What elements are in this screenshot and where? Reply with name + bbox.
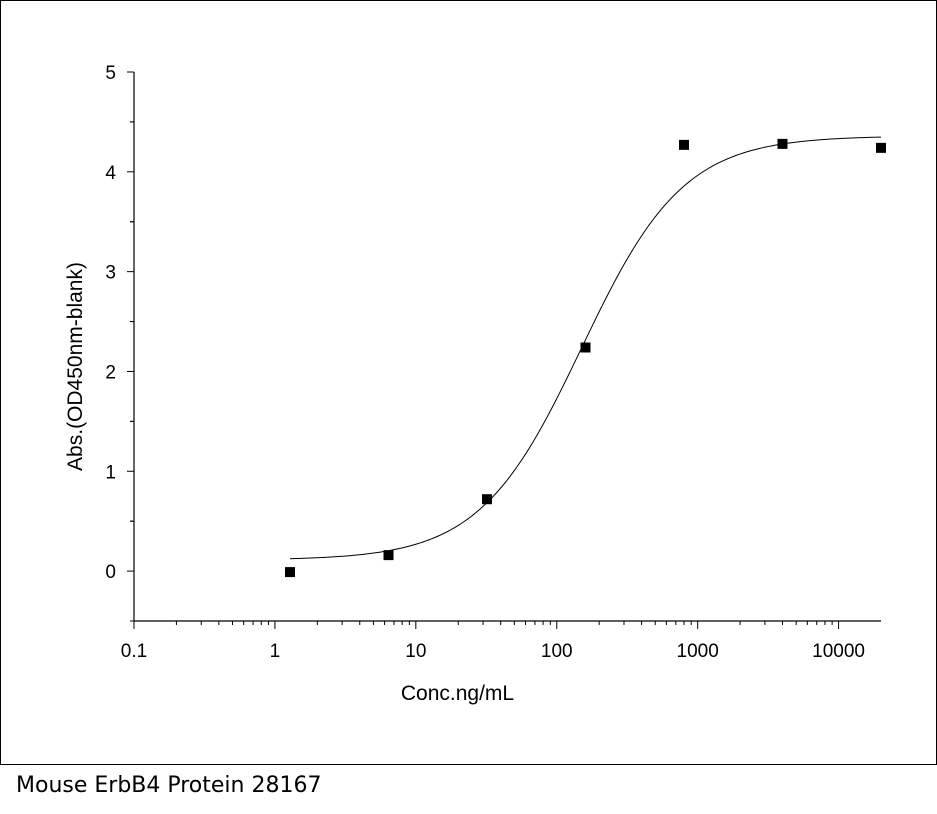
y-tick-label: 4 — [105, 163, 116, 184]
y-tick-label: 1 — [105, 462, 116, 483]
figure-caption: Mouse ErbB4 Protein 28167 — [16, 773, 322, 798]
x-tick-label: 1000 — [677, 641, 719, 662]
data-points — [285, 138, 886, 578]
x-tick-label: 10 — [405, 641, 426, 662]
y-tick-label: 5 — [105, 63, 116, 84]
chart: 0 1 2 3 4 5 0.1 1 10 100 1000 10000 Conc.ng/mL Abs.… — [64, 63, 886, 705]
x-axis-title: Conc.ng/mL — [401, 682, 514, 705]
data-point — [580, 342, 591, 353]
data-point — [777, 138, 788, 149]
y-tick-label: 0 — [105, 562, 116, 583]
tick-labels: 0 1 2 3 4 5 0.1 1 10 100 1000 10000 — [105, 63, 865, 662]
x-tick-label: 100 — [541, 641, 573, 662]
x-tick-label: 10000 — [812, 641, 865, 662]
data-point — [482, 494, 493, 505]
y-axis-title: Abs.(OD450nm-blank) — [64, 262, 87, 471]
data-point — [383, 550, 394, 561]
y-tick-label: 2 — [105, 362, 116, 383]
axes — [133, 72, 881, 622]
data-point — [679, 139, 690, 150]
x-tick-label: 1 — [270, 641, 281, 662]
axis-ticks — [127, 71, 840, 629]
x-tick-label: 0.1 — [121, 641, 147, 662]
y-tick-label: 3 — [105, 263, 116, 284]
data-point — [876, 142, 886, 153]
data-point — [285, 567, 296, 578]
